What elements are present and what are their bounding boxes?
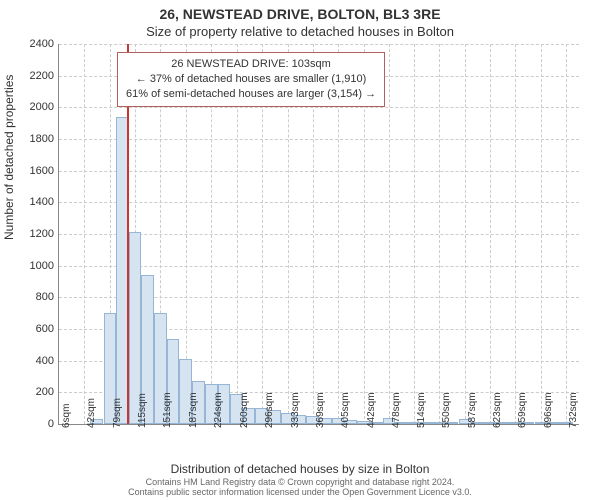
x-tick-label: 550sqm [441,392,452,428]
grid-line-v [414,44,415,424]
x-tick-label: 224sqm [213,392,224,428]
x-tick-label: 79sqm [112,398,123,428]
y-tick-label: 1200 [4,228,54,240]
x-tick-label: 6sqm [61,404,72,428]
annotation-box: 26 NEWSTEAD DRIVE: 103sqm← 37% of detach… [117,52,385,107]
x-tick-label: 151sqm [162,392,173,428]
x-tick-label: 405sqm [340,392,351,428]
grid-line-v [389,44,390,424]
grid-line-v [541,44,542,424]
y-tick-label: 2200 [4,70,54,82]
x-tick-label: 296sqm [264,392,275,428]
x-tick-label: 115sqm [137,393,148,428]
y-tick-label: 1600 [4,165,54,177]
x-tick-label: 42sqm [86,398,97,428]
y-tick-label: 0 [4,418,54,430]
y-tick-label: 2000 [4,101,54,113]
chart-container: 26, NEWSTEAD DRIVE, BOLTON, BL3 3RE Size… [0,0,600,500]
footnote-line1: Contains HM Land Registry data © Crown c… [146,477,455,487]
annotation-line: 61% of semi-detached houses are larger (… [126,87,376,102]
y-tick-label: 600 [4,323,54,335]
grid-line-v [515,44,516,424]
y-axis-label: Number of detached properties [2,75,16,240]
x-tick-label: 659sqm [517,392,528,428]
grid-line-h [59,107,579,108]
grid-line-v [439,44,440,424]
footnote-line2: Contains public sector information licen… [128,487,472,497]
y-tick-label: 400 [4,355,54,367]
y-tick-label: 1000 [4,260,54,272]
x-axis-label: Distribution of detached houses by size … [0,462,600,476]
annotation-line: ← 37% of detached houses are smaller (1,… [126,72,376,87]
x-tick-label: 732sqm [568,392,579,428]
annotation-line: 26 NEWSTEAD DRIVE: 103sqm [126,57,376,72]
grid-line-v [490,44,491,424]
x-tick-label: 369sqm [315,392,326,428]
x-tick-label: 587sqm [467,392,478,428]
x-tick-label: 623sqm [492,392,503,428]
y-tick-label: 1400 [4,196,54,208]
chart-title-main: 26, NEWSTEAD DRIVE, BOLTON, BL3 3RE [0,6,600,22]
plot-area: 26 NEWSTEAD DRIVE: 103sqm← 37% of detach… [58,44,579,425]
x-tick-label: 260sqm [239,392,250,428]
x-tick-label: 478sqm [391,392,402,428]
y-tick-label: 200 [4,386,54,398]
x-tick-label: 333sqm [290,392,301,428]
grid-line-h [59,139,579,140]
y-tick-label: 1800 [4,133,54,145]
x-tick-label: 696sqm [543,392,554,428]
grid-line-v [84,44,85,424]
grid-line-v [566,44,567,424]
grid-line-v [465,44,466,424]
grid-line-h [59,171,579,172]
chart-footnote: Contains HM Land Registry data © Crown c… [0,478,600,498]
y-tick-label: 800 [4,291,54,303]
grid-line-h [59,44,579,45]
x-tick-label: 187sqm [188,392,199,428]
x-tick-label: 442sqm [366,392,377,428]
y-tick-label: 2400 [4,38,54,50]
grid-line-h [59,202,579,203]
x-tick-label: 514sqm [416,392,427,428]
chart-title-sub: Size of property relative to detached ho… [0,24,600,39]
